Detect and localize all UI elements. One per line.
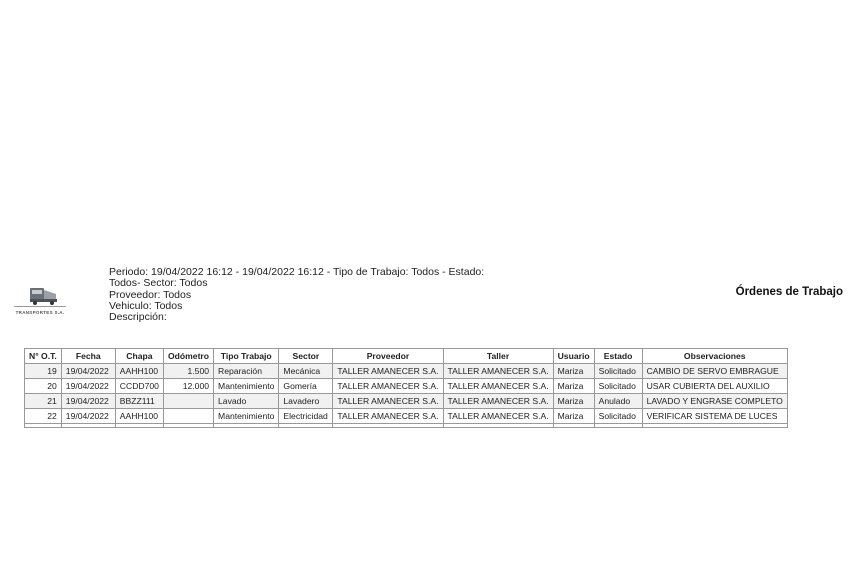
filter-vehiculo: Vehiculo: Todos <box>109 299 183 312</box>
column-header: Usuario <box>552 348 595 364</box>
table-cell: TALLER AMANECER S.A. <box>442 408 554 424</box>
table-cell: TALLER AMANECER S.A. <box>442 378 554 394</box>
table-cell: TALLER AMANECER S.A. <box>332 363 444 379</box>
table-row: 20 19/04/2022 CCDD700 12.000 Mantenimiento Go… <box>24 378 788 394</box>
column-header: Estado <box>593 348 643 364</box>
table-cell <box>162 393 215 409</box>
table-cell: Mariza <box>552 378 595 394</box>
table-cell: TALLER AMANECER S.A. <box>442 363 554 379</box>
table-row: 19 19/04/2022 AAHH100 1.500 Reparación Mecáni… <box>24 363 788 379</box>
filter-descripcion: Descripción: <box>109 311 167 324</box>
table-cell: Solicitado <box>593 408 643 424</box>
table-cell: 19/04/2022 <box>60 378 116 394</box>
company-logo-text: TRANSPORTES S.A. <box>15 310 65 315</box>
table-cell: 19/04/2022 <box>60 408 116 424</box>
table-cell <box>162 408 215 424</box>
filter-proveedor: Proveedor: Todos <box>109 288 192 301</box>
table-cell: 20 <box>24 378 62 394</box>
table-cell: 19/04/2022 <box>60 393 116 409</box>
table-cell: TALLER AMANECER S.A. <box>332 393 444 409</box>
table-cell: USAR CUBIERTA DEL AUXILIO <box>641 378 788 394</box>
table-cell: Anulado <box>593 393 643 409</box>
table-cell: Solicitado <box>593 363 643 379</box>
table-cell <box>332 423 444 428</box>
report-filters: Periodo: 19/04/2022 16:12 - 19/04/2022 1… <box>109 266 485 324</box>
table-cell: TALLER AMANECER S.A. <box>442 393 554 409</box>
work-orders-table: N° O.T. Fecha Chapa Odómetro Tipo Trabajo Sec… <box>24 348 788 428</box>
table-cell: Lavado <box>213 393 280 409</box>
table-row: 21 19/04/2022 BBZZ111 Lavado Lavadero TALLER … <box>24 393 788 409</box>
table-cell: BBZZ111 <box>114 393 164 409</box>
table-cell: Mariza <box>552 363 595 379</box>
table-cell: Mariza <box>552 393 595 409</box>
table-cell: LAVADO Y ENGRASE COMPLETO <box>641 393 788 409</box>
table-cell <box>442 423 554 428</box>
table-cell <box>278 423 334 428</box>
table-cell: Solicitado <box>593 378 643 394</box>
table-cell: Mantenimiento <box>213 378 280 394</box>
table-cell: CAMBIO DE SERVO EMBRAGUE <box>641 363 788 379</box>
table-cell: TALLER AMANECER S.A. <box>332 408 444 424</box>
column-header: Observaciones <box>641 348 788 364</box>
table-cell: Mecánica <box>278 363 334 379</box>
column-header: Odómetro <box>162 348 215 364</box>
table-cell <box>162 423 215 428</box>
column-header: Tipo Trabajo <box>213 348 280 364</box>
table-cell: Lavadero <box>278 393 334 409</box>
table-cell: Mantenimiento <box>213 408 280 424</box>
table-cell: 19 <box>24 363 62 379</box>
table-cell: 1.500 <box>162 363 215 379</box>
filter-periodo: Periodo: 19/04/2022 16:12 - 19/04/2022 1… <box>109 266 485 278</box>
table-cell <box>60 423 116 428</box>
table-cell: 21 <box>24 393 62 409</box>
table-row: 22 19/04/2022 AAHH100 Mantenimiento Electric… <box>24 408 788 424</box>
column-header: Proveedor <box>332 348 444 364</box>
table-cell <box>213 423 280 428</box>
table-cell <box>114 423 164 428</box>
table-cell <box>552 423 595 428</box>
table-cell: TALLER AMANECER S.A. <box>332 378 444 394</box>
table-cell: Reparación <box>213 363 280 379</box>
table-cell: Gomería <box>278 378 334 394</box>
table-cell: 12.000 <box>162 378 215 394</box>
column-header: N° O.T. <box>24 348 62 364</box>
table-cell: 22 <box>24 408 62 424</box>
table-cell <box>641 423 788 428</box>
table-cell: Mariza <box>552 408 595 424</box>
table-cell: AAHH100 <box>114 363 164 379</box>
filter-sector: Todos- Sector: Todos <box>109 277 208 290</box>
column-header: Fecha <box>60 348 116 364</box>
column-header: Taller <box>442 348 554 364</box>
table-cell <box>593 423 643 428</box>
truck-icon <box>14 288 66 307</box>
table-cell <box>24 423 62 428</box>
column-header: Sector <box>278 348 334 364</box>
column-header: Chapa <box>114 348 164 364</box>
table-empty-row <box>24 423 788 428</box>
table-cell: VERIFICAR SISTEMA DE LUCES <box>641 408 788 424</box>
table-cell: AAHH100 <box>114 408 164 424</box>
table-header-row: N° O.T. Fecha Chapa Odómetro Tipo Trabajo Sec… <box>24 348 788 364</box>
table-cell: Electricidad <box>278 408 334 424</box>
page-title: Órdenes de Trabajo <box>735 286 843 298</box>
table-cell: CCDD700 <box>114 378 164 394</box>
table-cell: 19/04/2022 <box>60 363 116 379</box>
